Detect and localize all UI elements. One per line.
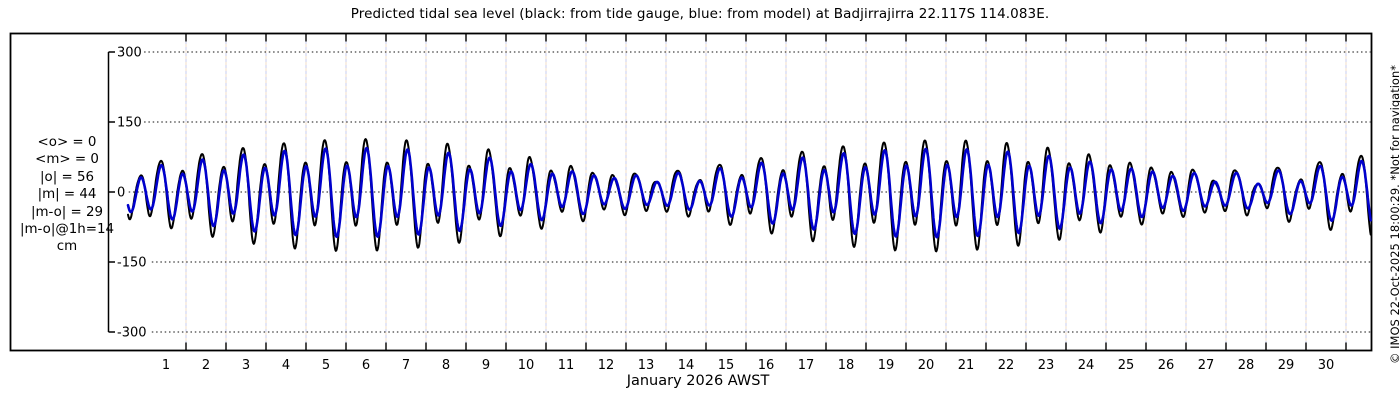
x-axis-tick-label: 4 bbox=[282, 358, 290, 373]
x-axis-tick-label: 20 bbox=[918, 358, 935, 373]
x-axis-tick-label: 17 bbox=[798, 358, 815, 373]
x-axis-tick-label: 8 bbox=[442, 358, 450, 373]
stat-line: <m> = 0 bbox=[35, 152, 99, 168]
x-axis-tick-label: 14 bbox=[678, 358, 695, 373]
curve-model bbox=[126, 146, 1372, 239]
x-axis-tick-label: 19 bbox=[878, 358, 895, 373]
copyright-watermark: © IMOS 22-Oct-2025 18:00:29. *Not for na… bbox=[1388, 65, 1400, 364]
stat-line: |m| = 44 bbox=[37, 187, 97, 203]
chart-title: Predicted tidal sea level (black: from t… bbox=[350, 6, 1050, 22]
x-axis-tick-label: 2 bbox=[202, 358, 210, 373]
x-axis-tick-label: 16 bbox=[758, 358, 775, 373]
y-axis-tick-label: 150 bbox=[117, 116, 142, 131]
x-axis-tick-label: 29 bbox=[1278, 358, 1295, 373]
x-axis-tick-label: 10 bbox=[518, 358, 535, 373]
x-axis-tick-label: 21 bbox=[958, 358, 975, 373]
x-axis-tick-label: 22 bbox=[998, 358, 1015, 373]
x-axis-tick-label: 30 bbox=[1318, 358, 1335, 373]
y-axis-tick-label: 300 bbox=[117, 46, 142, 61]
x-axis-tick-label: 11 bbox=[558, 358, 575, 373]
x-axis-tick-label: 23 bbox=[1038, 358, 1055, 373]
x-axis-tick-label: 15 bbox=[718, 358, 735, 373]
x-axis-tick-label: 24 bbox=[1078, 358, 1095, 373]
y-axis-tick-label: 0 bbox=[117, 186, 125, 201]
x-axis-title: January 2026 AWST bbox=[626, 373, 770, 389]
x-axis-tick-label: 28 bbox=[1238, 358, 1255, 373]
stat-line: cm bbox=[56, 239, 78, 255]
stat-line: |o| = 56 bbox=[40, 169, 94, 185]
plot-frame bbox=[9, 32, 1373, 352]
stat-line: |m-o| = 29 bbox=[30, 204, 104, 220]
x-axis-tick-label: 27 bbox=[1198, 358, 1215, 373]
stat-line: <o> = 0 bbox=[37, 135, 97, 150]
x-axis-tick-label: 5 bbox=[322, 358, 330, 373]
stat-line: |m-o|@1h=14 bbox=[20, 222, 114, 238]
y-axis-tick-label: -300 bbox=[117, 326, 147, 341]
stats-panel: <o> = 0 <m> = 0 |o| = 56 |m| = 44 |m-o| = 29… bbox=[10, 134, 124, 256]
x-axis-tick-label: 6 bbox=[362, 358, 370, 373]
x-axis-tick-label: 13 bbox=[638, 358, 655, 373]
x-axis-tick-label: 9 bbox=[482, 358, 490, 373]
x-axis-tick-label: 25 bbox=[1118, 358, 1135, 373]
curve-tide-gauge bbox=[127, 138, 1372, 253]
x-axis-tick-label: 18 bbox=[838, 358, 855, 373]
x-axis-tick-label: 3 bbox=[242, 358, 250, 373]
y-axis-tick-label: -150 bbox=[117, 256, 147, 271]
x-axis-tick-label: 7 bbox=[402, 358, 410, 373]
x-axis-tick-label: 1 bbox=[162, 358, 170, 373]
x-axis-tick-label: 26 bbox=[1158, 358, 1175, 373]
x-axis-tick-label: 12 bbox=[598, 358, 615, 373]
